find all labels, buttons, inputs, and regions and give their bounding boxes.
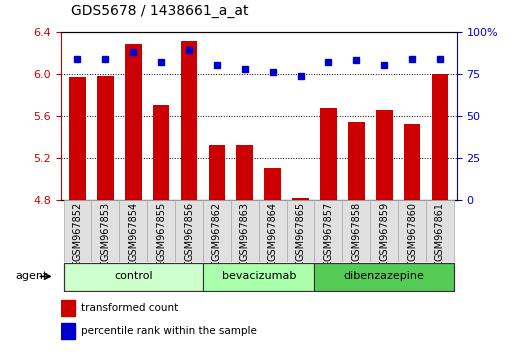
- FancyBboxPatch shape: [426, 200, 454, 262]
- Bar: [376, 110, 393, 200]
- FancyBboxPatch shape: [63, 200, 91, 262]
- FancyBboxPatch shape: [203, 200, 231, 262]
- FancyBboxPatch shape: [63, 263, 203, 291]
- FancyBboxPatch shape: [342, 200, 370, 262]
- FancyBboxPatch shape: [119, 200, 147, 262]
- Text: GSM967858: GSM967858: [351, 202, 361, 261]
- Bar: [431, 74, 448, 200]
- FancyBboxPatch shape: [315, 263, 454, 291]
- Text: GSM967854: GSM967854: [128, 202, 138, 261]
- Bar: [153, 105, 169, 200]
- Text: GDS5678 / 1438661_a_at: GDS5678 / 1438661_a_at: [71, 4, 249, 18]
- FancyBboxPatch shape: [315, 200, 342, 262]
- Bar: [348, 122, 365, 200]
- FancyBboxPatch shape: [231, 200, 259, 262]
- Text: agent: agent: [15, 272, 48, 281]
- FancyBboxPatch shape: [91, 200, 119, 262]
- Bar: [237, 145, 253, 200]
- FancyBboxPatch shape: [147, 200, 175, 262]
- Text: GSM967857: GSM967857: [324, 202, 334, 261]
- Text: GSM967860: GSM967860: [407, 202, 417, 261]
- Text: transformed count: transformed count: [81, 303, 178, 314]
- Bar: [181, 41, 197, 200]
- Text: dibenzazepine: dibenzazepine: [344, 272, 425, 281]
- FancyBboxPatch shape: [370, 200, 398, 262]
- Bar: [292, 198, 309, 200]
- Text: GSM967865: GSM967865: [296, 202, 306, 261]
- Text: GSM967852: GSM967852: [72, 202, 82, 261]
- Text: GSM967855: GSM967855: [156, 202, 166, 261]
- FancyBboxPatch shape: [203, 263, 315, 291]
- Bar: [320, 108, 337, 200]
- Text: GSM967864: GSM967864: [268, 202, 278, 261]
- Bar: [265, 169, 281, 200]
- FancyBboxPatch shape: [175, 200, 203, 262]
- Text: GSM967861: GSM967861: [435, 202, 445, 261]
- Bar: [125, 45, 142, 200]
- Text: GSM967859: GSM967859: [379, 202, 389, 261]
- Bar: [97, 76, 114, 200]
- Bar: [404, 124, 420, 200]
- Text: GSM967862: GSM967862: [212, 202, 222, 261]
- Text: bevacizumab: bevacizumab: [222, 272, 296, 281]
- Text: GSM967856: GSM967856: [184, 202, 194, 261]
- Bar: [69, 77, 86, 200]
- Text: GSM967853: GSM967853: [100, 202, 110, 261]
- Bar: [209, 145, 225, 200]
- Text: GSM967863: GSM967863: [240, 202, 250, 261]
- Bar: [61, 323, 74, 339]
- Bar: [61, 300, 74, 316]
- FancyBboxPatch shape: [259, 200, 287, 262]
- Text: control: control: [114, 272, 153, 281]
- FancyBboxPatch shape: [398, 200, 426, 262]
- Text: percentile rank within the sample: percentile rank within the sample: [81, 326, 257, 337]
- FancyBboxPatch shape: [287, 200, 315, 262]
